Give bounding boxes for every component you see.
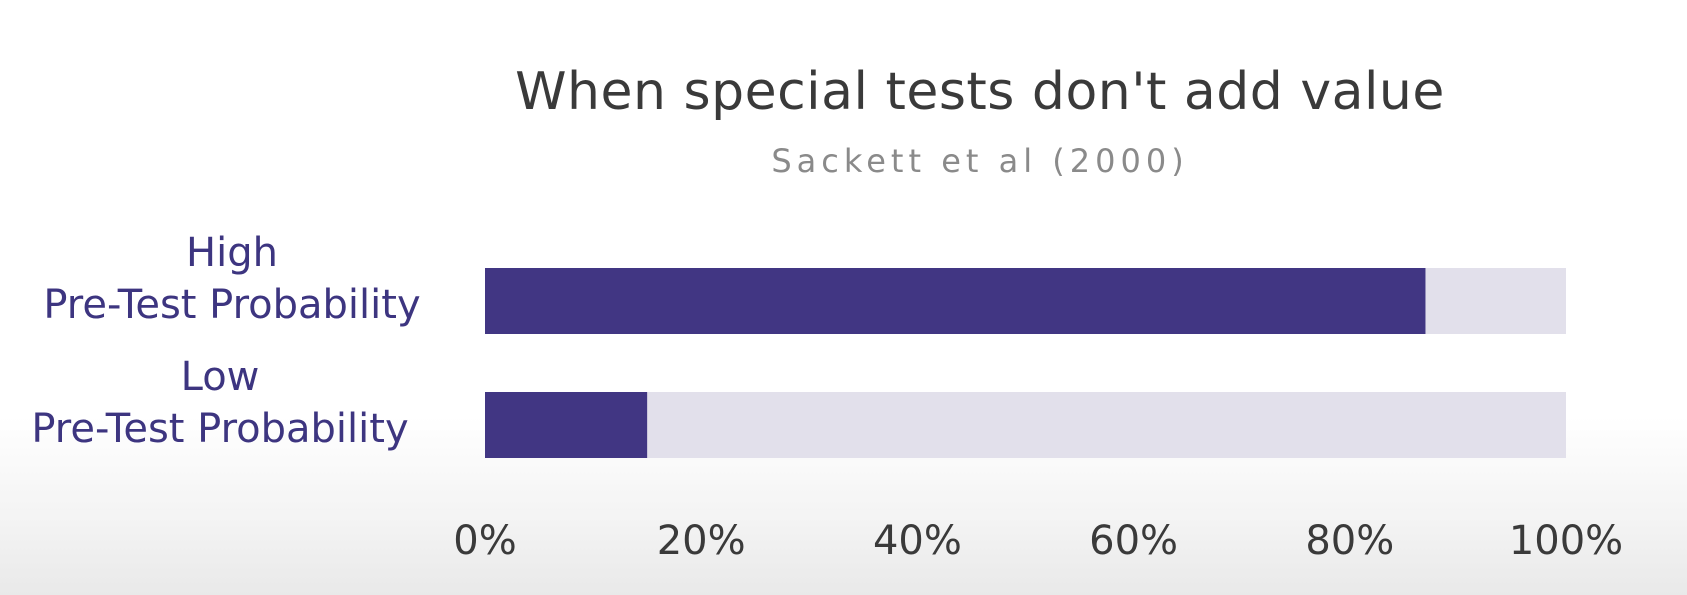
x-tick-label: 0% <box>453 518 516 564</box>
chart-subtitle: Sackett et al (2000) <box>771 142 1189 180</box>
category-label-line: High <box>186 230 278 276</box>
category-label-line: Pre-Test Probability <box>31 406 408 452</box>
bar-background <box>485 392 1566 458</box>
category-label-line: Low <box>181 354 260 400</box>
chart-title: When special tests don't add value <box>515 62 1445 122</box>
x-tick-label: 80% <box>1305 518 1394 564</box>
bar <box>485 268 1426 334</box>
x-tick-label: 40% <box>873 518 962 564</box>
x-tick-label: 60% <box>1089 518 1178 564</box>
x-tick-label: 100% <box>1509 518 1623 564</box>
category-label: Low Pre-Test Probability <box>31 354 408 452</box>
category-label-line: Pre-Test Probability <box>43 282 420 328</box>
x-tick-label: 20% <box>657 518 746 564</box>
category-label: High Pre-Test Probability <box>43 230 420 328</box>
bar <box>485 392 648 458</box>
